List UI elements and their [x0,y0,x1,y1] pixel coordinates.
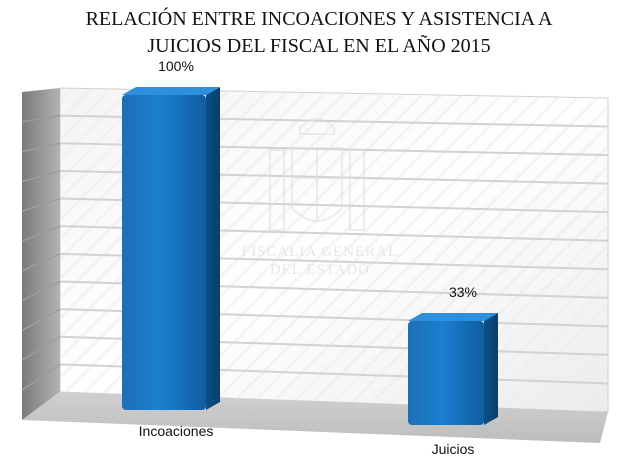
bar-top-incoaciones [122,87,220,95]
bars [122,87,498,425]
side-gridline [21,170,61,183]
side-gridline [21,336,61,362]
bar-side-incoaciones [206,87,220,410]
bar-top-juicios [408,313,498,322]
labels: 100% Incoaciones 33% Juicios [139,58,477,457]
watermark-emblem [269,118,365,231]
bar-side-juicios [484,313,498,425]
side-gridline [21,253,61,272]
watermark-text-line-1: FISCALIA GENERAL [242,244,398,260]
side-gridline [21,142,61,153]
data-label-juicios: 33% [449,284,477,300]
side-gridline [21,363,61,391]
side-gridline [21,308,61,332]
bar-juicios [408,321,484,425]
category-label-juicios: Juicios [432,441,475,457]
chart-title-line-1: RELACIÓN ENTRE INCOACIONES Y ASISTENCIA … [85,8,553,30]
data-label-incoaciones: 100% [158,58,194,74]
chart-side-wall [22,88,60,420]
watermark-text-line-2: DEL ESTADO [270,262,370,278]
chart-title: RELACIÓN ENTRE INCOACIONES Y ASISTENCIA … [0,6,638,60]
side-gridline [21,225,61,242]
category-label-incoaciones: Incoaciones [139,423,214,439]
side-gridline [21,197,61,212]
side-gridline [21,114,61,123]
side-gridline [21,280,61,302]
bar-incoaciones [122,95,206,410]
chart-title-line-2: JUICIOS DEL FISCAL EN EL AÑO 2015 [147,35,491,57]
